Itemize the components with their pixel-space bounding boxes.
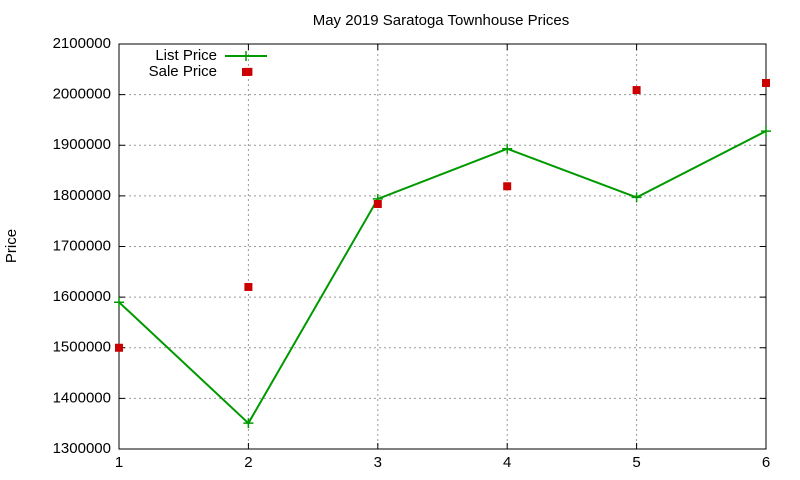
y-tick-label: 1300000 [53, 440, 111, 457]
x-tick-label: 6 [762, 454, 770, 471]
point-marker [762, 78, 770, 87]
x-tick-label: 5 [632, 454, 640, 471]
x-tick-label: 1 [115, 454, 123, 471]
x-tick-label: 4 [503, 454, 511, 471]
point-marker [631, 192, 642, 203]
point-marker [632, 86, 641, 95]
series-line [118, 130, 767, 425]
legend-label: Sale Price [149, 63, 217, 80]
y-tick-label: 2100000 [53, 35, 111, 52]
point-marker [244, 283, 253, 291]
point-marker [243, 418, 254, 429]
x-tick-label: 2 [244, 454, 252, 471]
y-tick-label: 1900000 [53, 136, 111, 153]
point-marker [115, 343, 123, 352]
plot-frame [118, 43, 767, 450]
legend-swatch [241, 51, 251, 61]
x-tick-label: 3 [374, 454, 382, 471]
y-tick-label: 1700000 [53, 237, 111, 254]
point-marker [373, 199, 382, 208]
point-marker [503, 182, 512, 191]
point-marker [761, 126, 771, 137]
chart-title: May 2019 Saratoga Townhouse Prices [313, 12, 570, 29]
y-tick-label: 1500000 [53, 339, 111, 356]
point-marker [114, 297, 124, 308]
y-tick-label: 1600000 [53, 288, 111, 305]
legend-swatch [242, 68, 250, 76]
y-tick-label: 1800000 [53, 187, 111, 204]
point-marker [502, 143, 513, 154]
y-tick-label: 1400000 [53, 389, 111, 406]
legend-label: List Price [155, 47, 217, 64]
y-tick-label: 2000000 [53, 86, 111, 103]
y-axis-label: Price [3, 229, 20, 263]
